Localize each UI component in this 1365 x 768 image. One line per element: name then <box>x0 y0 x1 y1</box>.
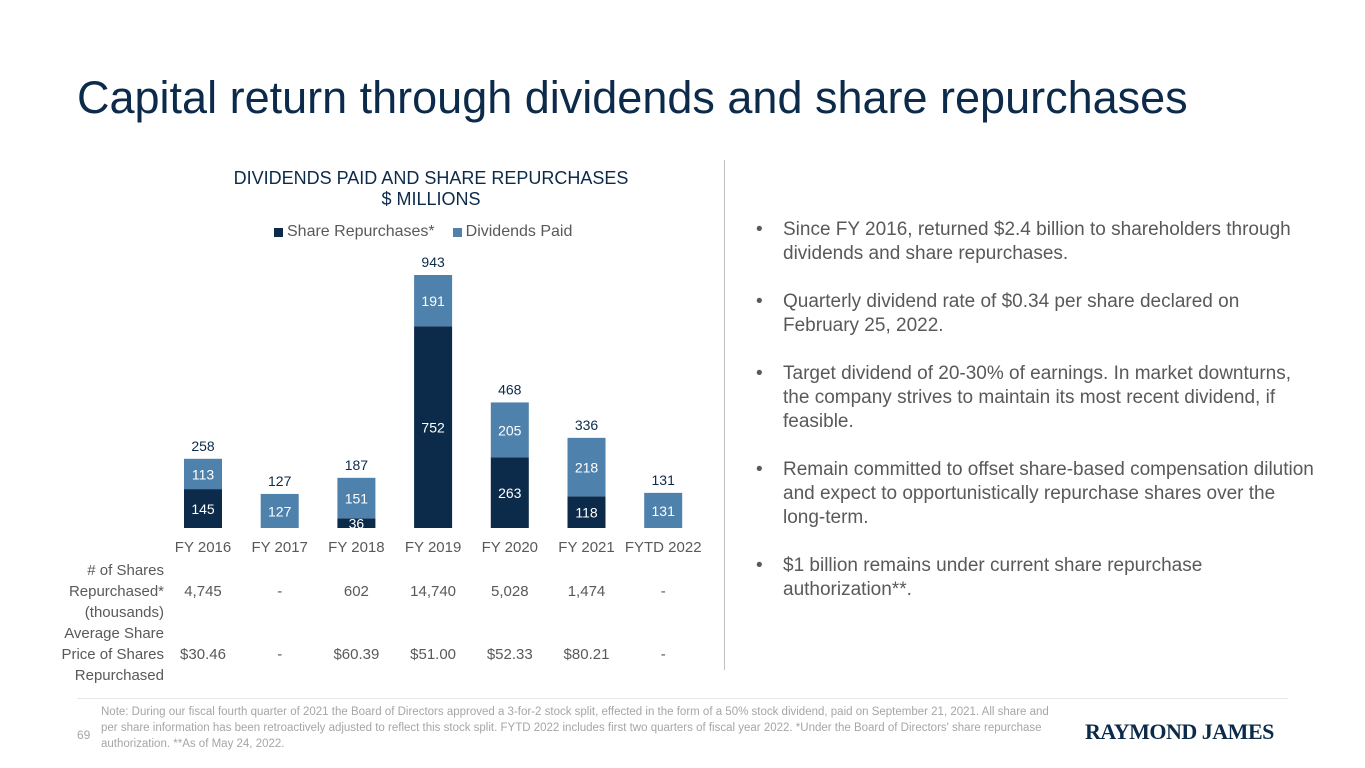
label-dividends-0: 113 <box>192 466 215 482</box>
footer-divider <box>77 698 1288 699</box>
table-cell: - <box>277 646 283 663</box>
table-cell: $80.21 <box>563 646 610 663</box>
label-dividends-6: 131 <box>652 503 676 519</box>
table-cell: 4,745 <box>184 583 222 600</box>
table-cell: $52.33 <box>486 646 533 663</box>
label-dividends-5: 218 <box>575 460 599 476</box>
table-cell: $30.46 <box>180 646 226 663</box>
bar-repurchases-0 <box>184 489 222 528</box>
x-tick-label-5: FY 2021 <box>558 539 614 556</box>
table-cell: $60.39 <box>333 646 380 663</box>
table-cell: 1,474 <box>567 583 606 600</box>
label-dividends-4: 205 <box>498 422 522 438</box>
bar-dividends-3 <box>414 275 453 327</box>
chart-title: DIVIDENDS PAID AND SHARE REPURCHASES <box>233 168 629 188</box>
table-cell: 14,740 <box>410 583 457 600</box>
total-label-6: 131 <box>652 472 676 488</box>
chart-title-block: DIVIDENDS PAID AND SHARE REPURCHASES $ M… <box>170 168 692 210</box>
bullet-marker: • <box>756 555 763 576</box>
chart-subtitle: $ MILLIONS <box>381 189 481 209</box>
bullet-text: Quarterly dividend rate of $0.34 per sha… <box>783 291 1240 336</box>
x-tick-label-4: FY 2020 <box>482 539 538 556</box>
label-repurchases-3: 752 <box>421 420 445 436</box>
raymond-james-logo: RAYMOND JAMES <box>1085 719 1274 744</box>
x-tick-label-2: FY 2018 <box>328 539 384 556</box>
table-cell: - <box>277 583 283 600</box>
bullet-text: $1 billion remains under current share r… <box>783 555 1203 600</box>
bullet-item: • $1 billion remains under current share … <box>756 554 1316 602</box>
bullet-marker: • <box>756 291 763 312</box>
bullet-item: • Since FY 2016, returned $2.4 billion to… <box>756 218 1316 266</box>
label-repurchases-5: 118 <box>575 505 598 521</box>
label-dividends-3: 191 <box>421 293 445 309</box>
label-repurchases-0: 145 <box>191 501 215 517</box>
bar-repurchases-4 <box>490 457 529 528</box>
legend-item-repurchases: Share Repurchases* <box>274 223 435 241</box>
table-cell: $51.00 <box>410 646 457 663</box>
bar-dividends-2 <box>337 477 376 519</box>
total-label-0: 258 <box>191 438 215 454</box>
legend-swatch-dividends <box>452 227 462 237</box>
x-tick-label-3: FY 2019 <box>405 539 461 556</box>
table-row-label-price: Average Share Price of Shares Repurchase… <box>61 625 164 684</box>
bar-dividends-6 <box>644 492 683 528</box>
bullet-item: • Quarterly dividend rate of $0.34 per sh… <box>756 290 1316 338</box>
bar-repurchases-3 <box>414 326 453 528</box>
vertical-divider <box>724 160 725 670</box>
table-cell: - <box>660 646 666 663</box>
table-cell: 602 <box>343 583 369 600</box>
label-dividends-1: 127 <box>268 503 292 519</box>
bullet-item: • Remain committed to offset share-based … <box>756 458 1316 530</box>
total-label-1: 127 <box>268 473 292 489</box>
bar-repurchases-2 <box>337 518 376 528</box>
table-cell: 5,028 <box>491 583 529 600</box>
table-cell: - <box>660 583 666 600</box>
stacked-bar-chart: 145 113 258 FY 2016 127 127 FY 2017 36 151 187 FY … <box>175 254 702 556</box>
bar-dividends-1 <box>260 493 299 528</box>
bullet-item: • Target dividend of 20-30% of earnings. … <box>756 362 1316 434</box>
label-dividends-2: 151 <box>345 491 369 507</box>
total-label-5: 336 <box>575 417 599 433</box>
bar-repurchases-5 <box>567 496 606 528</box>
footnote: Note: During our fiscal fourth quarter o… <box>101 706 1049 750</box>
label-repurchases-4: 263 <box>498 485 522 501</box>
bar-dividends-0 <box>184 458 222 490</box>
bullet-marker: • <box>756 459 763 480</box>
x-tick-label-6: FYTD 2022 <box>625 539 702 556</box>
page-number: 69 <box>77 728 91 742</box>
bullet-text: Target dividend of 20-30% of earnings. I… <box>783 363 1292 432</box>
bullet-marker: • <box>756 363 763 384</box>
bar-dividends-4 <box>490 402 529 458</box>
legend-label-dividends: Dividends Paid <box>465 223 573 240</box>
legend-label-repurchases: Share Repurchases* <box>287 223 435 240</box>
bullet-list: • Since FY 2016, returned $2.4 billion to… <box>756 218 1316 626</box>
bullet-text: Remain committed to offset share-based c… <box>783 459 1314 528</box>
page-title: Capital return through dividends and sha… <box>77 72 1188 123</box>
bar-dividends-5 <box>567 437 606 497</box>
total-label-3: 943 <box>421 254 445 270</box>
bullet-marker: • <box>756 219 763 240</box>
x-tick-label-1: FY 2017 <box>251 539 307 556</box>
total-label-4: 468 <box>498 381 522 397</box>
legend-swatch-repurchases <box>274 227 283 237</box>
chart-legend: Share Repurchases* Dividends Paid <box>274 223 590 241</box>
table-row-label-shares: # of Shares Repurchased* (thousands) <box>68 562 164 621</box>
bullet-text: Since FY 2016, returned $2.4 billion to … <box>783 219 1291 264</box>
total-label-2: 187 <box>345 457 369 473</box>
label-repurchases-2: 36 <box>349 516 365 532</box>
legend-item-dividends: Dividends Paid <box>452 223 573 241</box>
x-tick-label-0: FY 2016 <box>175 539 231 556</box>
